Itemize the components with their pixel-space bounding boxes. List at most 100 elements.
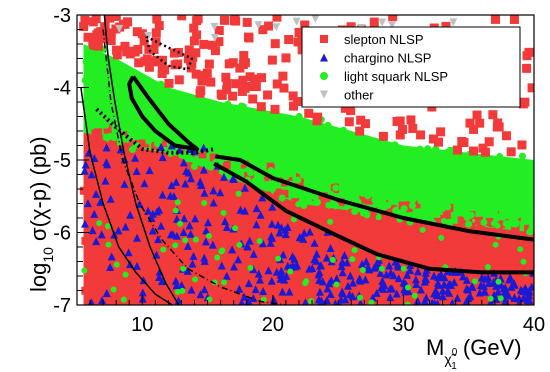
chargino-marker [462, 284, 471, 293]
chargino-marker [254, 269, 263, 278]
region-marker [504, 255, 513, 264]
squark-marker [467, 194, 474, 201]
region-marker [458, 165, 466, 173]
chargino-marker [411, 275, 420, 284]
region-marker [364, 196, 373, 205]
chargino-marker [203, 218, 212, 227]
slepton-marker [360, 119, 370, 129]
region-marker [362, 140, 370, 148]
region-marker [473, 173, 481, 181]
contour-curve-6 [80, 87, 173, 305]
slepton-marker [506, 147, 516, 157]
slepton-marker [238, 75, 248, 85]
chargino-marker [90, 209, 99, 218]
region-marker [231, 107, 239, 115]
chargino-marker [391, 257, 400, 266]
region-marker [384, 235, 393, 244]
chargino-marker [126, 210, 135, 219]
slepton-marker [369, 17, 379, 27]
squark-marker [530, 207, 534, 214]
region-marker [406, 271, 415, 280]
region-marker [272, 136, 280, 144]
region-marker [103, 106, 111, 114]
region-marker [266, 162, 275, 171]
region-marker [507, 266, 516, 275]
squark-marker [327, 218, 334, 225]
region-marker [231, 146, 239, 154]
squark-marker [360, 210, 367, 217]
squark-marker [81, 267, 88, 274]
squark-marker [308, 298, 315, 305]
region-marker [280, 266, 289, 275]
slepton-marker [522, 51, 532, 61]
region-marker [82, 58, 90, 66]
slepton-marker [243, 32, 253, 42]
chargino-marker [179, 158, 188, 167]
slepton-marker [149, 57, 159, 67]
chargino-marker [200, 285, 209, 294]
slepton-marker [527, 83, 534, 93]
y-tick-label: -5 [53, 150, 71, 172]
region-marker [392, 206, 400, 214]
chargino-marker [258, 193, 267, 202]
slepton-marker [137, 29, 147, 39]
slepton-marker [96, 33, 106, 43]
chargino-marker [154, 235, 163, 244]
slepton-marker [231, 79, 241, 89]
region-marker [157, 80, 165, 88]
region-marker [403, 261, 412, 270]
slepton-marker [105, 15, 115, 23]
legend-label: other [344, 88, 374, 103]
region-marker [115, 71, 123, 79]
region-marker [372, 193, 380, 201]
region-marker [376, 165, 384, 173]
slepton-marker [220, 15, 230, 25]
chargino-marker [277, 266, 286, 275]
slepton-marker [235, 63, 245, 73]
slepton-marker [88, 37, 98, 47]
region-marker [84, 66, 92, 74]
chargino-marker [124, 248, 133, 257]
region-marker [291, 198, 300, 207]
other-marker [144, 32, 153, 41]
chargino-marker [177, 280, 186, 289]
region-marker [434, 208, 442, 216]
x-tick-label: 30 [392, 314, 414, 336]
slepton-marker [475, 118, 485, 128]
chargino-marker [385, 261, 394, 270]
squark-marker [484, 263, 491, 270]
tick-layer: 10 20 30 40 -3 -4 -5 -6 -7 [53, 5, 545, 336]
region-marker [444, 243, 453, 252]
region-marker [524, 224, 533, 233]
chargino-marker [392, 289, 401, 298]
x-tick-label: 20 [262, 314, 284, 336]
region-marker [217, 302, 226, 305]
region-marker [359, 189, 367, 197]
region-marker [474, 180, 482, 188]
region-marker [209, 302, 218, 305]
region-marker [94, 128, 103, 137]
region-marker [454, 155, 462, 163]
slepton-marker [164, 78, 174, 88]
region-marker [377, 230, 386, 239]
region-marker [485, 167, 493, 175]
squark-marker [192, 236, 199, 243]
region-marker [511, 225, 520, 234]
chargino-marker [101, 176, 110, 185]
squark-marker [400, 265, 407, 272]
region-marker [295, 112, 303, 120]
region-marker [249, 210, 258, 219]
region-marker [465, 199, 473, 207]
region-marker [155, 118, 163, 126]
chargino-marker [504, 291, 513, 300]
region-marker [282, 116, 290, 124]
chargino-marker [148, 209, 157, 218]
region-marker [317, 142, 325, 150]
chargino-marker [252, 220, 261, 229]
squark-marker [113, 261, 120, 268]
region-marker [233, 250, 242, 259]
region-marker [309, 155, 317, 163]
legend-marker [320, 35, 328, 43]
region-marker [488, 200, 496, 208]
chargino-marker [434, 280, 443, 289]
